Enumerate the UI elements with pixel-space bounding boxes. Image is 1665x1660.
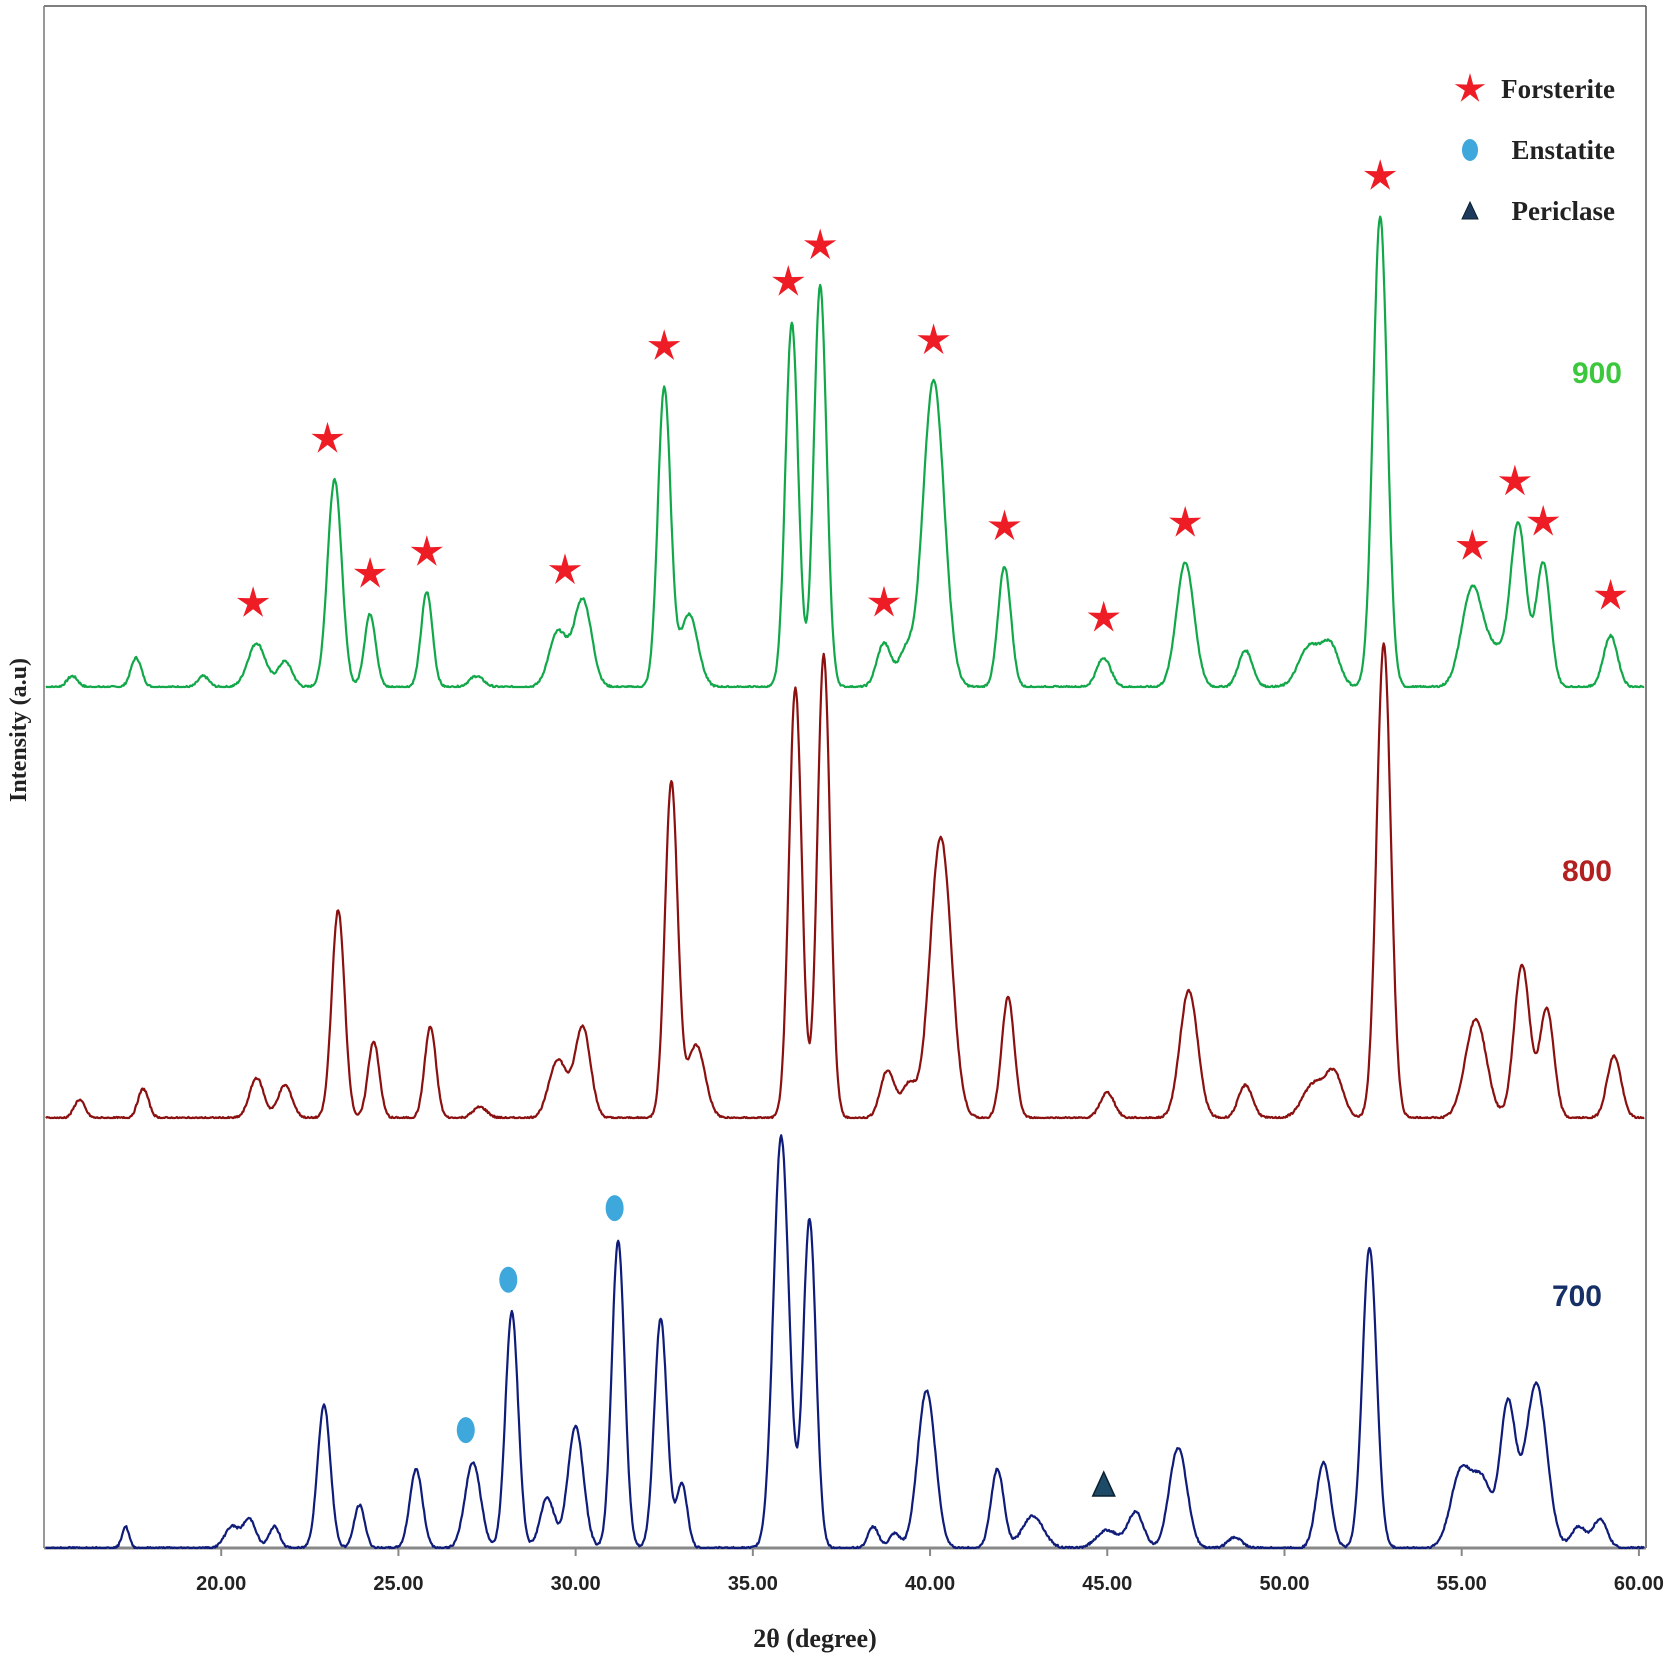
legend-label-periclase: Periclase: [1512, 196, 1615, 226]
legend-triangle-icon: [1461, 200, 1479, 220]
series-layer: [45, 215, 1645, 1550]
series-label-800: 800: [1562, 855, 1612, 888]
series-label-900: 900: [1572, 357, 1622, 390]
series-line-900: [45, 215, 1645, 689]
enstatite-marker: [605, 1195, 624, 1222]
forsterite-marker: [1594, 578, 1627, 610]
forsterite-marker: [648, 329, 681, 360]
periclase-marker: [1091, 1470, 1116, 1497]
forsterite-marker: [236, 586, 270, 617]
forsterite-marker: [1498, 464, 1531, 496]
legend-label-forsterite: Forsterite: [1501, 74, 1615, 104]
forsterite-marker: [1364, 159, 1397, 190]
legend-label-enstatite: Enstatite: [1512, 135, 1616, 165]
x-axis-ticks: 20.00 25.00 30.00 35.00 40.00 45.00 50.00 55.00…: [196, 1548, 1664, 1595]
forsterite-marker: [311, 421, 344, 453]
x-tick-label: 60.00: [1614, 1573, 1664, 1595]
legend: Forsterite Enstatite Periclase: [1454, 73, 1616, 226]
legend-circle-icon: [1462, 139, 1478, 161]
forsterite-marker: [1087, 600, 1120, 632]
x-tick-label: 45.00: [1082, 1573, 1132, 1595]
y-axis-title: Intensity (a.u): [6, 658, 32, 802]
forsterite-marker: [1456, 529, 1489, 560]
x-tick-label: 55.00: [1437, 1573, 1487, 1595]
forsterite-marker: [988, 509, 1021, 541]
forsterite-marker: [548, 553, 582, 585]
legend-star-icon: [1454, 73, 1486, 102]
x-axis-title: 2θ (degree): [753, 1624, 877, 1653]
enstatite-marker: [499, 1266, 518, 1293]
series-label-700: 700: [1552, 1280, 1602, 1313]
x-tick-label: 25.00: [373, 1573, 423, 1595]
forsterite-marker: [804, 228, 837, 260]
plot-frame: [43, 5, 1647, 1550]
x-tick-label: 40.00: [905, 1573, 955, 1595]
x-tick-label: 30.00: [551, 1573, 601, 1595]
forsterite-marker: [867, 585, 901, 617]
enstatite-marker: [456, 1417, 475, 1444]
series-line-800: [45, 642, 1645, 1120]
series-line-700: [45, 1134, 1645, 1550]
x-tick-label: 20.00: [196, 1573, 246, 1595]
forsterite-marker: [353, 557, 387, 588]
x-tick-label: 35.00: [728, 1573, 778, 1595]
marker-layer: [236, 159, 1627, 1497]
forsterite-marker: [772, 265, 805, 296]
forsterite-marker: [1169, 505, 1202, 537]
forsterite-marker: [917, 323, 950, 355]
forsterite-marker: [1527, 504, 1560, 536]
series-labels: 900 800 700: [1552, 357, 1622, 1313]
forsterite-marker: [410, 535, 443, 566]
x-tick-label: 50.00: [1259, 1573, 1309, 1595]
